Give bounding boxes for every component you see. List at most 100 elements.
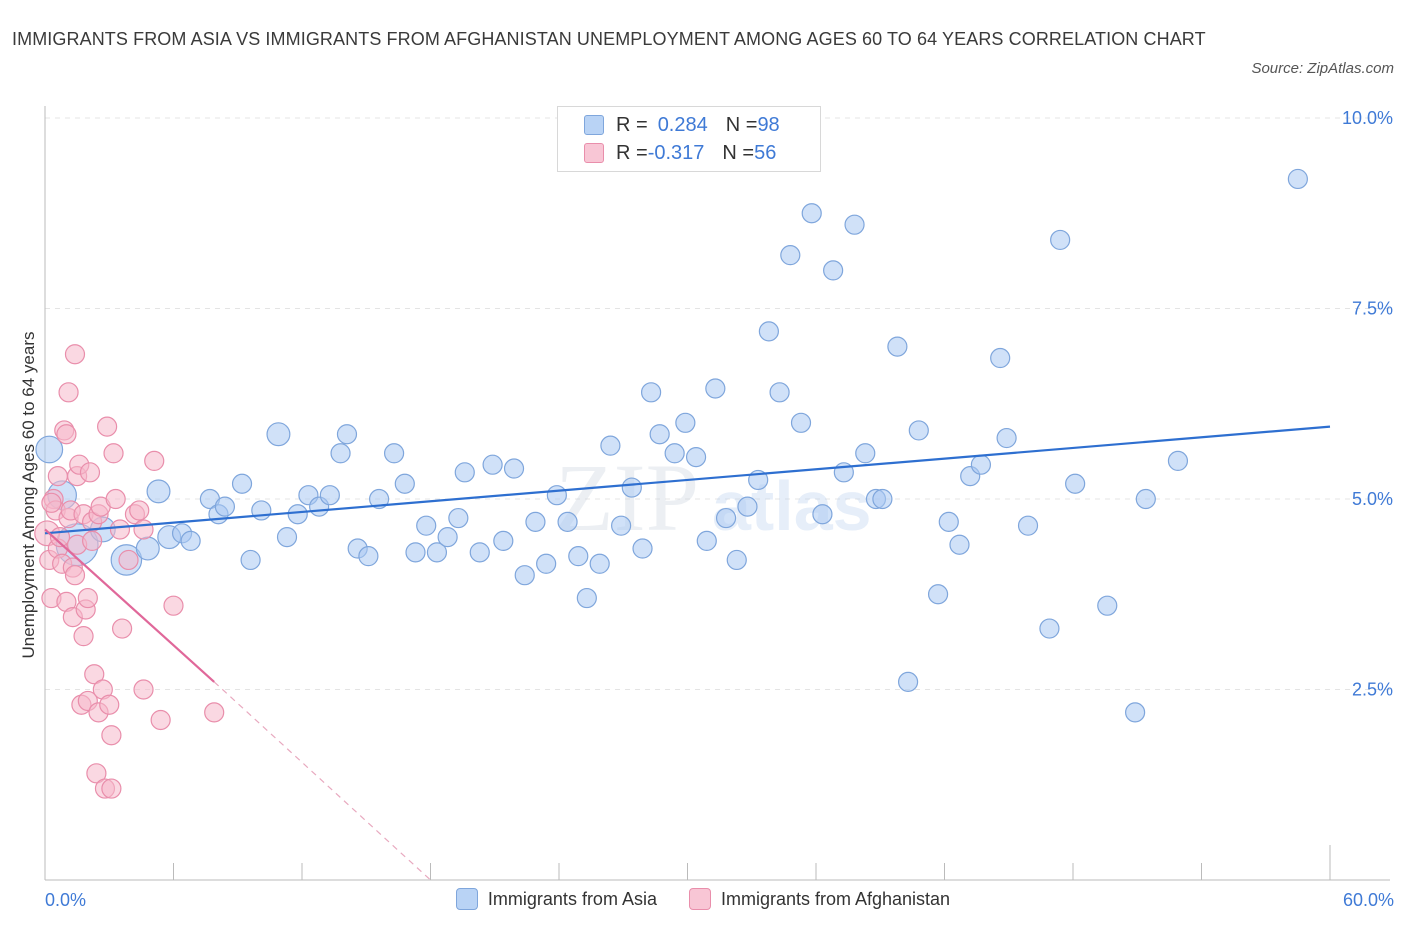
legend-label-afghanistan: Immigrants from Afghanistan bbox=[720, 888, 951, 909]
legend-r-label: R = bbox=[616, 113, 648, 136]
afghanistan-point-43 bbox=[111, 618, 133, 639]
x-tick-label-min: 0.0% bbox=[45, 890, 87, 910]
asia-point-36 bbox=[482, 454, 503, 475]
asia-point-25 bbox=[358, 546, 379, 567]
afghanistan-point-42 bbox=[109, 519, 131, 540]
x-tick-label-max: 60.0% bbox=[1342, 890, 1394, 910]
asia-point-14 bbox=[240, 549, 261, 571]
asia-point-33 bbox=[448, 507, 469, 529]
asia-point-31 bbox=[426, 542, 448, 563]
asia-point-17 bbox=[276, 526, 298, 548]
asia-point-90 bbox=[1167, 450, 1189, 471]
series-afghanistan-points bbox=[34, 344, 225, 799]
asia-point-21 bbox=[319, 485, 340, 506]
afghanistan-point-55 bbox=[82, 530, 103, 552]
asia-point-85 bbox=[1050, 229, 1071, 251]
asia-point-49 bbox=[621, 477, 642, 498]
asia-point-26 bbox=[369, 488, 390, 510]
y-tick-label-1: 5.0% bbox=[1352, 489, 1393, 509]
y-tick-label-3: 10.0% bbox=[1342, 108, 1393, 128]
asia-point-15 bbox=[251, 500, 272, 521]
asia-point-53 bbox=[664, 443, 685, 464]
asia-point-41 bbox=[536, 553, 557, 574]
legend-label-asia: Immigrants from Asia bbox=[487, 888, 657, 909]
asia-point-23 bbox=[336, 424, 358, 445]
asia-point-83 bbox=[1017, 515, 1039, 536]
afghanistan-point-48 bbox=[133, 519, 154, 540]
afghanistan-point-11 bbox=[56, 424, 77, 445]
trend-line-afghanistan bbox=[44, 528, 215, 683]
legend-row-afghanistan: R = -0.317 N = 56 bbox=[584, 138, 776, 168]
asia-point-27 bbox=[383, 443, 405, 464]
afghanistan-point-38 bbox=[101, 725, 122, 746]
asia-point-43 bbox=[557, 511, 578, 532]
legend-swatch-asia bbox=[455, 888, 478, 910]
asia-point-28 bbox=[394, 473, 415, 494]
trend-line-afghanistan-extension bbox=[213, 681, 431, 881]
asia-point-16 bbox=[266, 422, 291, 447]
asia-point-44 bbox=[568, 546, 589, 567]
series-legend: Immigrants from Asia Immigrants from Afg… bbox=[0, 888, 1406, 910]
asia-point-38 bbox=[503, 458, 525, 479]
trend-lines bbox=[44, 425, 1331, 881]
asia-point-29 bbox=[405, 542, 426, 563]
asia-point-70 bbox=[844, 214, 865, 235]
trend-line-asia bbox=[44, 425, 1331, 535]
legend-item-afghanistan: Immigrants from Afghanistan bbox=[688, 888, 951, 910]
afghanistan-point-30 bbox=[86, 763, 107, 784]
asia-point-84 bbox=[1039, 618, 1060, 639]
asia-point-89 bbox=[1135, 488, 1156, 510]
afghanistan-point-40 bbox=[103, 443, 124, 464]
asia-point-65 bbox=[790, 412, 812, 433]
afghanistan-point-46 bbox=[129, 500, 150, 521]
asia-point-82 bbox=[996, 427, 1017, 449]
afghanistan-point-17 bbox=[64, 565, 86, 586]
legend-swatch-afghanistan bbox=[584, 143, 604, 163]
asia-point-67 bbox=[812, 504, 833, 525]
asia-point-34 bbox=[454, 462, 475, 483]
chart-title: IMMIGRANTS FROM ASIA VS IMMIGRANTS FROM … bbox=[12, 29, 1206, 49]
asia-point-68 bbox=[823, 260, 844, 281]
y-axis-label: Unemployment Among Ages 60 to 64 years bbox=[19, 332, 38, 659]
legend-r-label: R = bbox=[616, 141, 648, 164]
legend-n-label: N = bbox=[725, 113, 758, 136]
asia-point-52 bbox=[649, 424, 670, 445]
asia-point-37 bbox=[493, 530, 514, 552]
afghanistan-point-18 bbox=[64, 344, 86, 365]
asia-point-42 bbox=[546, 485, 567, 506]
y-tick-label-2: 7.5% bbox=[1352, 299, 1393, 319]
asia-point-30 bbox=[416, 515, 437, 536]
grid-lines bbox=[45, 117, 1390, 690]
legend-swatch-asia bbox=[584, 115, 604, 135]
afghanistan-point-54 bbox=[41, 492, 62, 513]
asia-point-63 bbox=[769, 382, 790, 403]
asia-point-39 bbox=[514, 565, 535, 586]
asia-point-9 bbox=[180, 530, 201, 552]
afghanistan-point-25 bbox=[77, 587, 98, 609]
asia-point-80 bbox=[970, 454, 992, 475]
asia-point-86 bbox=[1065, 473, 1086, 494]
afghanistan-point-37 bbox=[99, 694, 120, 715]
asia-point-71 bbox=[855, 443, 876, 464]
afghanistan-point-29 bbox=[84, 664, 105, 685]
asia-point-57 bbox=[705, 378, 726, 399]
asia-point-58 bbox=[715, 507, 737, 529]
asia-point-56 bbox=[696, 530, 717, 552]
asia-point-88 bbox=[1125, 702, 1146, 723]
asia-point-18 bbox=[287, 504, 308, 525]
asia-point-76 bbox=[927, 584, 949, 605]
afghanistan-point-13 bbox=[58, 382, 79, 403]
asia-point-45 bbox=[576, 587, 597, 609]
afghanistan-point-44 bbox=[118, 549, 139, 571]
asia-point-51 bbox=[640, 382, 662, 403]
asia-point-62 bbox=[758, 321, 779, 342]
asia-point-66 bbox=[801, 203, 822, 224]
afghanistan-point-52 bbox=[204, 702, 225, 723]
asia-point-40 bbox=[525, 511, 546, 532]
series-asia-points bbox=[35, 168, 1308, 723]
asia-point-55 bbox=[685, 446, 707, 468]
asia-point-0 bbox=[35, 435, 64, 464]
asia-point-47 bbox=[600, 435, 621, 456]
legend-n-value: 56 bbox=[754, 141, 777, 164]
